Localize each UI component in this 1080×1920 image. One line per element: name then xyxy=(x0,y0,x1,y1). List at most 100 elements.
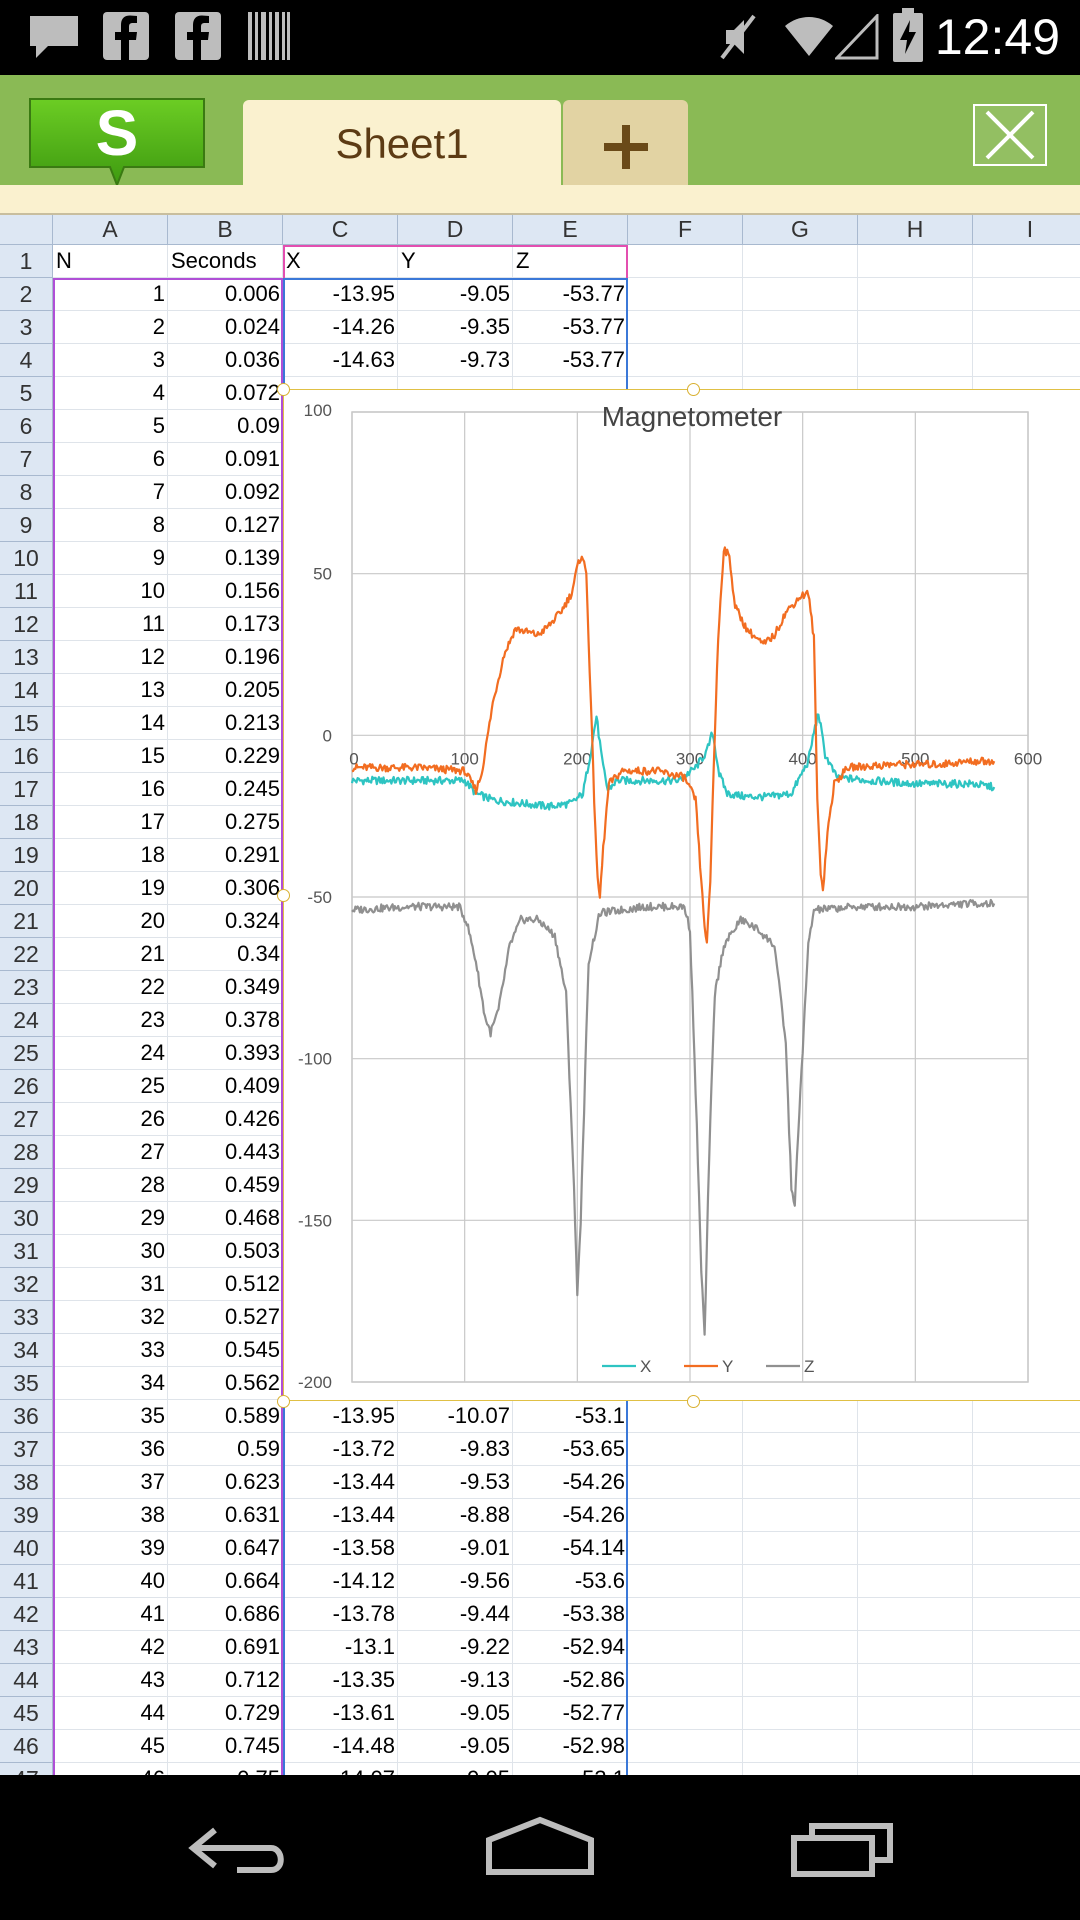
cell[interactable] xyxy=(628,1532,743,1565)
cell[interactable]: -52.98 xyxy=(513,1730,628,1763)
cell[interactable] xyxy=(743,1697,858,1730)
cell[interactable]: -53.1 xyxy=(513,1763,628,1775)
cell[interactable]: -13.58 xyxy=(283,1532,398,1565)
cell[interactable]: -10.07 xyxy=(398,1400,513,1433)
cell[interactable] xyxy=(628,245,743,278)
header-cell-b[interactable]: Seconds xyxy=(168,245,283,278)
row-header[interactable]: 46 xyxy=(0,1730,53,1763)
cell[interactable] xyxy=(628,1466,743,1499)
cell[interactable] xyxy=(858,1433,973,1466)
cell[interactable]: 0.229 xyxy=(168,740,283,773)
cell[interactable]: 22 xyxy=(53,971,168,1004)
cell[interactable]: -53.65 xyxy=(513,1433,628,1466)
cell[interactable]: 27 xyxy=(53,1136,168,1169)
cell[interactable] xyxy=(743,1565,858,1598)
cell[interactable]: -53.77 xyxy=(513,278,628,311)
cell[interactable]: 0.006 xyxy=(168,278,283,311)
cell[interactable] xyxy=(973,1565,1080,1598)
cell[interactable] xyxy=(743,344,858,377)
header-cell-a[interactable]: N xyxy=(53,245,168,278)
cell[interactable] xyxy=(973,344,1080,377)
cell[interactable] xyxy=(743,245,858,278)
cell[interactable]: 0.512 xyxy=(168,1268,283,1301)
cell[interactable]: -9.05 xyxy=(398,1697,513,1730)
row-header[interactable]: 20 xyxy=(0,872,53,905)
cell[interactable]: 15 xyxy=(53,740,168,773)
cell[interactable] xyxy=(743,1631,858,1664)
cell[interactable]: 16 xyxy=(53,773,168,806)
chart-resize-handle[interactable] xyxy=(277,1395,290,1408)
cell[interactable]: 1 xyxy=(53,278,168,311)
cell[interactable]: 0.459 xyxy=(168,1169,283,1202)
cell[interactable]: -9.53 xyxy=(398,1466,513,1499)
cell[interactable]: 0.691 xyxy=(168,1631,283,1664)
chart-resize-handle[interactable] xyxy=(277,889,290,902)
cell[interactable]: 24 xyxy=(53,1037,168,1070)
cell[interactable]: -13.95 xyxy=(283,278,398,311)
cell[interactable]: 0.527 xyxy=(168,1301,283,1334)
cell[interactable]: -9.56 xyxy=(398,1565,513,1598)
cell[interactable]: 0.024 xyxy=(168,311,283,344)
row-header[interactable]: 39 xyxy=(0,1499,53,1532)
cell[interactable] xyxy=(858,278,973,311)
row-header[interactable]: 6 xyxy=(0,410,53,443)
cell[interactable]: -14.12 xyxy=(283,1565,398,1598)
column-header-c[interactable]: C xyxy=(283,215,398,245)
cell[interactable]: 0.324 xyxy=(168,905,283,938)
spreadsheet-grid[interactable]: A B C D E F G H I 1 N Seconds X Y Z 2 1 0.006 -13.95 -9.05-… xyxy=(0,215,1080,1775)
cell[interactable] xyxy=(858,1664,973,1697)
cell[interactable]: 20 xyxy=(53,905,168,938)
cell[interactable]: 0.647 xyxy=(168,1532,283,1565)
cell[interactable] xyxy=(743,278,858,311)
cell[interactable]: -9.13 xyxy=(398,1664,513,1697)
cell[interactable]: 0.127 xyxy=(168,509,283,542)
cell[interactable]: -13.1 xyxy=(283,1631,398,1664)
row-header[interactable]: 3 xyxy=(0,311,53,344)
add-sheet-button[interactable] xyxy=(563,100,688,193)
cell[interactable] xyxy=(743,1598,858,1631)
cell[interactable]: 0.503 xyxy=(168,1235,283,1268)
cell[interactable] xyxy=(743,1466,858,1499)
row-header[interactable]: 28 xyxy=(0,1136,53,1169)
cell[interactable]: -13.44 xyxy=(283,1499,398,1532)
cell[interactable]: 0.378 xyxy=(168,1004,283,1037)
cell[interactable]: 45 xyxy=(53,1730,168,1763)
cell[interactable] xyxy=(973,1697,1080,1730)
row-header[interactable]: 26 xyxy=(0,1070,53,1103)
row-header[interactable]: 19 xyxy=(0,839,53,872)
cell[interactable] xyxy=(973,1499,1080,1532)
cell[interactable]: -9.05 xyxy=(398,1730,513,1763)
cell[interactable] xyxy=(858,311,973,344)
column-header-h[interactable]: H xyxy=(858,215,973,245)
cell[interactable]: 29 xyxy=(53,1202,168,1235)
cell[interactable] xyxy=(858,1400,973,1433)
cell[interactable]: 0.072 xyxy=(168,377,283,410)
select-all-corner[interactable] xyxy=(0,215,53,245)
row-header[interactable]: 12 xyxy=(0,608,53,641)
column-header-i[interactable]: I xyxy=(973,215,1080,245)
cell[interactable]: 41 xyxy=(53,1598,168,1631)
row-header[interactable]: 29 xyxy=(0,1169,53,1202)
row-header[interactable]: 33 xyxy=(0,1301,53,1334)
cell[interactable]: -13.72 xyxy=(283,1433,398,1466)
cell[interactable] xyxy=(858,245,973,278)
cell[interactable]: 0.443 xyxy=(168,1136,283,1169)
cell[interactable] xyxy=(858,1631,973,1664)
cell[interactable]: 0.623 xyxy=(168,1466,283,1499)
cell[interactable]: 35 xyxy=(53,1400,168,1433)
cell[interactable]: -9.22 xyxy=(398,1631,513,1664)
cell[interactable] xyxy=(973,1664,1080,1697)
cell[interactable] xyxy=(743,1730,858,1763)
cell[interactable] xyxy=(628,1631,743,1664)
cell[interactable]: 0.545 xyxy=(168,1334,283,1367)
cell[interactable]: 4 xyxy=(53,377,168,410)
column-header-e[interactable]: E xyxy=(513,215,628,245)
cell[interactable]: 0.686 xyxy=(168,1598,283,1631)
cell[interactable] xyxy=(973,311,1080,344)
row-header[interactable]: 8 xyxy=(0,476,53,509)
cell[interactable]: 37 xyxy=(53,1466,168,1499)
header-cell-d[interactable]: Y xyxy=(398,245,513,278)
cell[interactable] xyxy=(743,1664,858,1697)
cell[interactable]: -53.77 xyxy=(513,344,628,377)
cell[interactable]: -54.26 xyxy=(513,1466,628,1499)
